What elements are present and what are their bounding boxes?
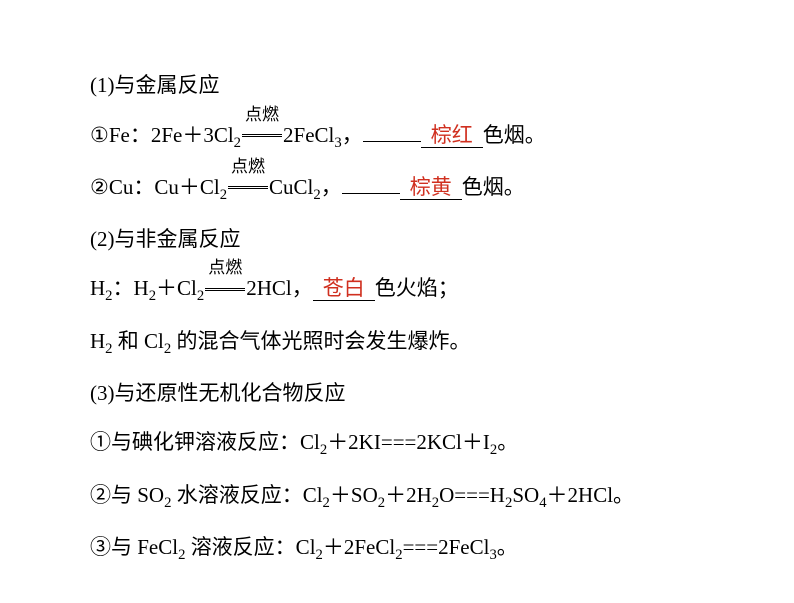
eq-part: 与碘化钾溶液反应：Cl <box>111 430 320 454</box>
comma: ， <box>321 175 342 199</box>
condition-label: 点燃 <box>208 255 242 281</box>
subscript: 2 <box>313 187 320 203</box>
eq-part: 。 <box>497 430 518 454</box>
reaction-condition: 点燃 <box>228 172 268 204</box>
subscript: 2 <box>395 547 402 563</box>
eq-part: 与 SO <box>111 483 164 507</box>
eq-prefix: Fe：2Fe＋3Cl <box>109 123 234 147</box>
item-number: ③ <box>90 535 111 559</box>
answer-blank: 苍白 <box>313 277 375 301</box>
item-number: ① <box>90 430 111 454</box>
eq-part: ＋2HCl。 <box>547 483 635 507</box>
section2-note: H2 和 Cl2 的混合气体光照时会发生爆炸。 <box>90 326 714 360</box>
subscript: 2 <box>197 289 204 305</box>
eq-part: 溶液反应：Cl <box>185 535 315 559</box>
blank-leading <box>342 172 400 194</box>
blank-leading <box>363 120 421 142</box>
condition-label: 点燃 <box>245 102 279 128</box>
section3-heading: (3)与还原性无机化合物反应 <box>90 378 714 410</box>
eq-part: ＋2FeCl <box>323 535 395 559</box>
section3-item1: ①与碘化钾溶液反应：Cl2＋2KI===2KCl＋I2。 <box>90 427 714 461</box>
subscript: 4 <box>539 495 546 511</box>
suffix: 色烟。 <box>462 175 525 199</box>
item-number: ① <box>90 123 109 147</box>
eq-part: H <box>90 276 105 300</box>
eq-part: ===2FeCl <box>403 535 490 559</box>
section1-item2: ②Cu：Cu＋Cl2点燃CuCl2，棕黄色烟。 <box>90 172 714 206</box>
section3-item2: ②与 SO2 水溶液反应：Cl2＋SO2＋2H2O===H2SO4＋2HCl。 <box>90 480 714 514</box>
note-part: 的混合气体光照时会发生爆炸。 <box>171 329 470 353</box>
answer-blank: 棕红 <box>421 124 483 148</box>
subscript: 2 <box>378 495 385 511</box>
answer-text: 苍白 <box>323 276 365 300</box>
section2-heading: (2)与非金属反应 <box>90 224 714 256</box>
subscript: 2 <box>432 495 439 511</box>
subscript: 3 <box>489 547 496 563</box>
section3-item3: ③与 FeCl2 溶液反应：Cl2＋2FeCl2===2FeCl3。 <box>90 532 714 566</box>
subscript: 2 <box>316 547 323 563</box>
eq-product: 2FeCl <box>283 123 334 147</box>
suffix: 色烟。 <box>483 123 546 147</box>
reaction-condition: 点燃 <box>205 273 245 305</box>
eq-part: ＋2H <box>385 483 432 507</box>
section2-item1: H2：H2＋Cl2点燃2HCl，苍白色火焰； <box>90 273 714 307</box>
condition-label: 点燃 <box>231 154 265 180</box>
item-number: ② <box>90 175 109 199</box>
eq-part: ：H <box>113 276 149 300</box>
eq-prefix: Cu：Cu＋Cl <box>109 175 220 199</box>
reaction-condition: 点燃 <box>242 120 282 152</box>
note-part: H <box>90 329 105 353</box>
eq-part: O===H <box>439 483 505 507</box>
eq-part: 。 <box>497 535 518 559</box>
subscript: 2 <box>220 187 227 203</box>
section1-heading: (1)与金属反应 <box>90 70 714 102</box>
note-part: 和 Cl <box>113 329 164 353</box>
eq-product: 2HCl， <box>246 276 313 300</box>
eq-part: 水溶液反应：Cl <box>171 483 322 507</box>
eq-part: ＋Cl <box>156 276 197 300</box>
comma: ， <box>342 123 363 147</box>
answer-blank: 棕黄 <box>400 176 462 200</box>
eq-part: SO <box>512 483 539 507</box>
subscript: 2 <box>149 289 156 305</box>
subscript: 2 <box>105 289 112 305</box>
eq-part: ＋2KI===2KCl＋I <box>327 430 490 454</box>
subscript: 2 <box>105 341 112 357</box>
eq-product: CuCl <box>269 175 313 199</box>
suffix: 色火焰； <box>375 276 459 300</box>
eq-part: 与 FeCl <box>111 535 178 559</box>
section1-item1: ①Fe：2Fe＋3Cl2点燃2FeCl3， 棕红色烟。 <box>90 120 714 154</box>
item-number: ② <box>90 483 111 507</box>
eq-part: ＋SO <box>330 483 378 507</box>
subscript: 2 <box>234 135 241 151</box>
subscript: 2 <box>323 495 330 511</box>
subscript: 3 <box>334 135 341 151</box>
answer-text: 棕黄 <box>410 175 452 199</box>
answer-text: 棕红 <box>431 123 473 147</box>
